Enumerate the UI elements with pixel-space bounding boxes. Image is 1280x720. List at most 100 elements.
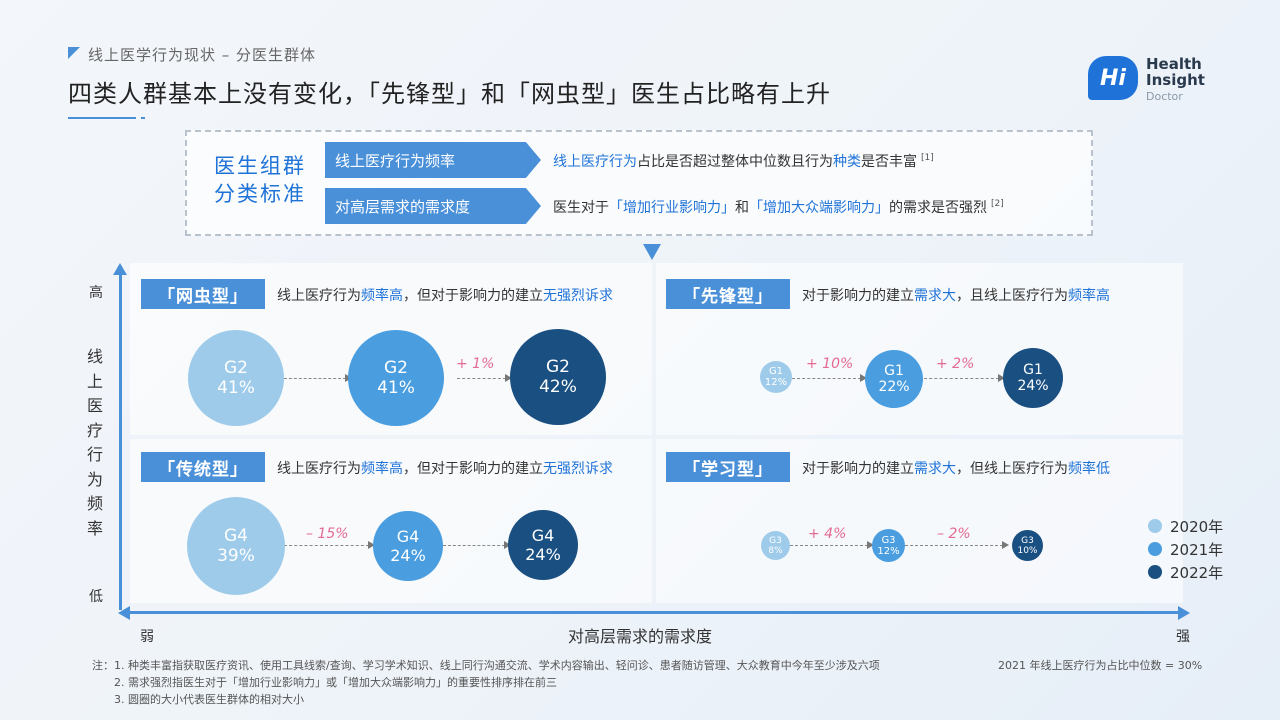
group-share: 12% [877,545,900,557]
logo-line2: Insight [1146,71,1205,89]
desc-chuantong: 线上医疗行为频率高，但对于影响力的建立无强烈诉求 [277,458,613,478]
highlight-text: 频率低 [1068,461,1110,477]
group-name: G1 [1023,362,1043,378]
group-share: 10% [1017,545,1038,556]
group-circle-2021: G4 24% [373,511,443,581]
highlight-text: 频率高 [361,461,403,477]
logo-text: Health Insight [1146,56,1205,88]
note-3: 3. 圆圈的大小代表医生群体的相对大小 [114,693,304,706]
arrow-head-icon [998,374,1005,382]
group-name: G4 [396,527,420,546]
legend-dot-2022 [1148,565,1162,579]
group-circle-2021: G3 12% [872,529,905,562]
desc-wangchong: 线上医疗行为频率高，但对于影响力的建立无强烈诉求 [277,285,613,305]
plain-text: 医生对于 [553,200,609,216]
y-axis-low-label: 低 [89,589,103,605]
change-label: + 2% [936,356,975,372]
x-axis-high-label: 强 [1176,629,1190,645]
desc-text: 对于影响力的建立需求大，但线上医疗行为频率低 [802,461,1110,477]
logo-sub: Doctor [1146,90,1183,103]
plain-text: 对于影响力的建立 [802,461,914,477]
group-name: G3 [769,535,782,546]
criteria-box [185,130,1093,236]
title-underline-dot [141,117,145,119]
x-axis [123,611,1183,614]
note-1: 1. 种类丰富指获取医疗资讯、使用工具线索/查询、学习学术知识、线上同行沟通交流… [114,659,880,672]
footnote-ref: [1] [921,153,934,164]
group-share: 24% [390,546,426,565]
group-share: 12% [764,377,788,388]
arrow-head-icon [368,541,375,549]
group-share: 24% [1017,378,1049,394]
y-axis-high-label: 高 [89,285,103,301]
group-share: 42% [539,377,577,397]
group-name: G2 [384,358,408,378]
arrow-head-icon [505,374,512,382]
plain-text: 对于影响力的建立 [802,288,914,304]
x-axis-title: 对高层需求的需求度 [567,627,712,646]
group-circle-2021: G1 22% [865,350,923,408]
group-name: G3 [1021,535,1034,546]
tag-wangchong: 「网虫型」 [141,279,265,309]
connector [924,378,999,379]
desc-text: 线上医疗行为频率高，但对于影响力的建立无强烈诉求 [277,461,613,477]
plain-text: ，且线上医疗行为 [956,288,1068,304]
criteria-desc-text: 线上医疗行为占比是否超过整体中位数且行为种类是否丰富 [553,154,917,170]
arrow-head-icon [860,374,867,382]
connector [905,545,1003,546]
title-underline [68,117,136,119]
group-share: 41% [377,378,415,398]
group-circle-2020: G2 41% [188,330,284,426]
legend-label-2021: 2021年 [1170,541,1224,559]
desc-xianfeng: 对于影响力的建立需求大，且线上医疗行为频率高 [802,285,1110,305]
connector [284,378,346,379]
group-name: G3 [881,534,896,546]
y-axis-arrow-icon [113,263,127,275]
plain-text: 是否丰富 [861,154,917,170]
group-name: G2 [546,357,570,377]
plain-text: 和 [735,200,749,216]
x-axis-left-arrow-icon [118,606,130,620]
highlight-text: 「增加行业影响力」 [609,200,735,216]
arrow-head-icon [867,541,874,549]
section-label: 线上医学行为现状 – 分医生群体 [88,46,317,64]
criteria-label-frequency: 线上医疗行为频率 [325,142,541,178]
group-name: G4 [531,526,555,545]
legend-dot-2021 [1148,542,1162,556]
criteria-desc-text: 医生对于「增加行业影响力」和「增加大众端影响力」的需求是否强烈 [553,200,987,216]
footnote-ref: [2] [991,199,1004,210]
connector [790,545,868,546]
tag-xuexi: 「学习型」 [666,452,790,482]
group-circle-2022: G1 24% [1003,348,1063,408]
plain-text: ，但对于影响力的建立 [403,288,543,304]
group-name: G1 [768,366,784,377]
criteria-desc-frequency: 线上医疗行为占比是否超过整体中位数且行为种类是否丰富 [1] [553,151,934,171]
desc-text: 线上医疗行为频率高，但对于影响力的建立无强烈诉求 [277,288,613,304]
group-circle-2020: G4 39% [187,497,285,595]
highlight-text: 无强烈诉求 [543,288,613,304]
plain-text: 线上医疗行为 [277,461,361,477]
connector [792,378,861,379]
group-circle-2020: G1 12% [760,361,792,393]
criteria-label-demand: 对高层需求的需求度 [325,188,541,224]
highlight-text: 频率高 [1068,288,1110,304]
highlight-text: 频率高 [361,288,403,304]
group-name: G4 [224,526,248,546]
group-share: 8% [768,545,783,556]
legend-label-2022: 2022年 [1170,564,1224,582]
group-share: 39% [217,546,255,566]
y-axis [119,270,122,610]
group-circle-2021: G2 41% [348,330,444,426]
x-axis-low-label: 弱 [140,629,154,645]
change-label: + 4% [808,526,847,542]
note-median: 2021 年线上医疗行为占比中位数 = 30% [998,659,1203,672]
y-axis-title: 线上医疗行为频率 [86,347,103,538]
group-share: 22% [878,379,910,395]
logo-bubble-icon: Hi [1088,56,1138,100]
group-share: 24% [525,545,561,564]
notes-prefix: 注： [92,659,114,672]
note-2: 2. 需求强烈指医生对于「增加行业影响力」或「增加大众端影响力」的重要性排序排在… [114,676,557,689]
tag-xianfeng: 「先锋型」 [666,279,790,309]
arrow-head-icon [1002,541,1009,549]
plain-text: 占比是否超过整体中位数且行为 [637,154,833,170]
